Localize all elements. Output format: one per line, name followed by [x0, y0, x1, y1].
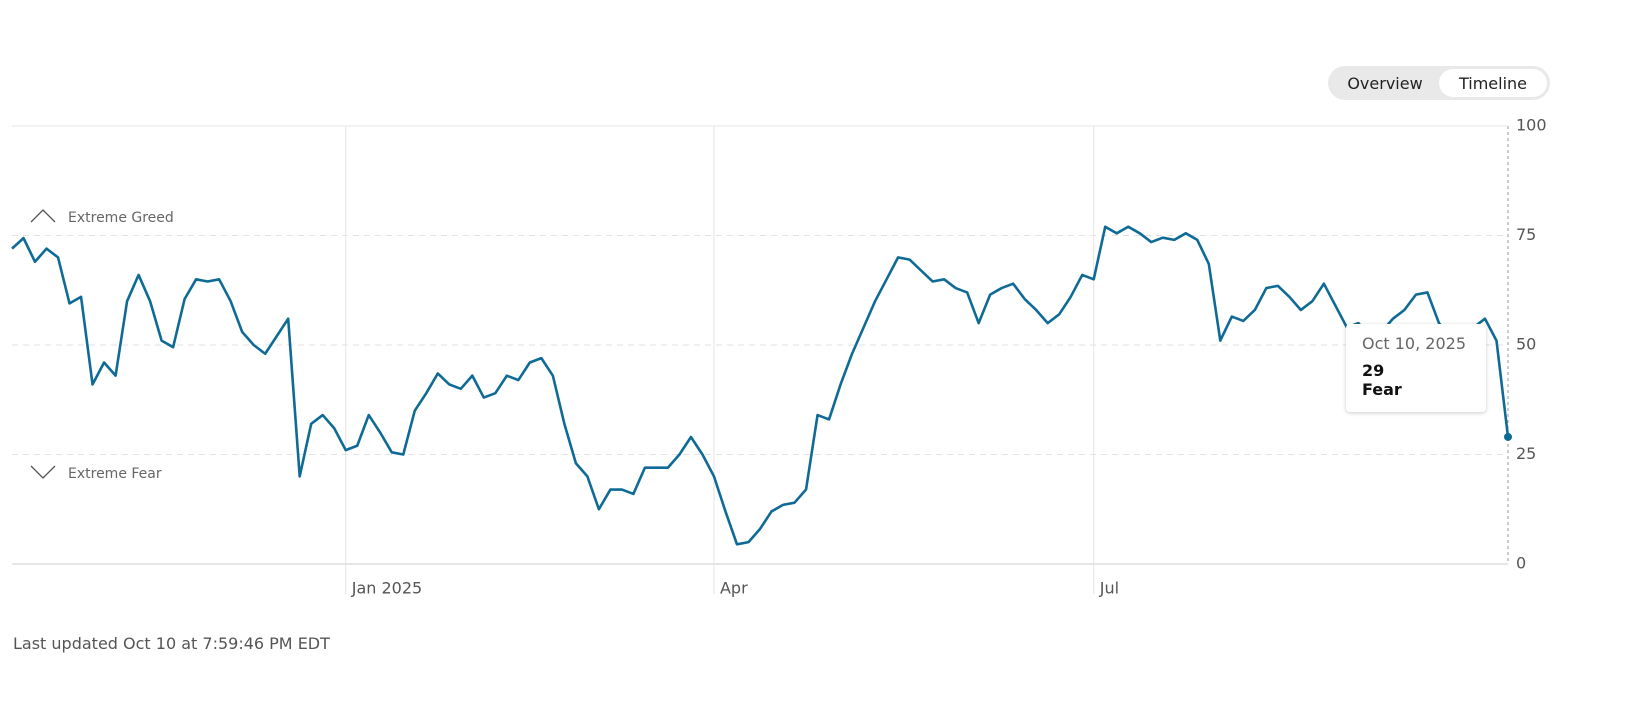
tooltip-date: Oct 10, 2025 [1362, 334, 1466, 353]
toggle-option[interactable]: Overview [1347, 73, 1423, 93]
y-tick-label: 100 [1516, 116, 1547, 135]
y-tick-label: 25 [1516, 444, 1536, 463]
tooltip-rating: Fear [1362, 380, 1402, 399]
y-tick-label: 75 [1516, 225, 1536, 244]
tooltip: Oct 10, 2025 29 Fear [1346, 324, 1486, 412]
greed-icon [30, 209, 56, 223]
fear-icon [30, 465, 56, 479]
series-line [11, 225, 1510, 546]
annotation: Extreme Fear [68, 466, 162, 482]
x-tick-label: Jan 2025 [351, 579, 422, 598]
current-point [1504, 432, 1512, 441]
y-tick-label: 0 [1516, 554, 1526, 573]
view-toggle: Overview Timeline [1328, 66, 1550, 100]
annotation: Extreme Greed [68, 210, 174, 226]
tooltip-value: 29 [1362, 361, 1385, 380]
x-tick-label: Apr [720, 579, 748, 598]
last-updated: Last updated Oct 10 at 7:59:46 PM EDT [13, 634, 330, 653]
y-tick-label: 50 [1516, 335, 1536, 354]
x-tick-label: Jul [1099, 579, 1119, 598]
toggle-option[interactable]: Timeline [1439, 69, 1547, 97]
